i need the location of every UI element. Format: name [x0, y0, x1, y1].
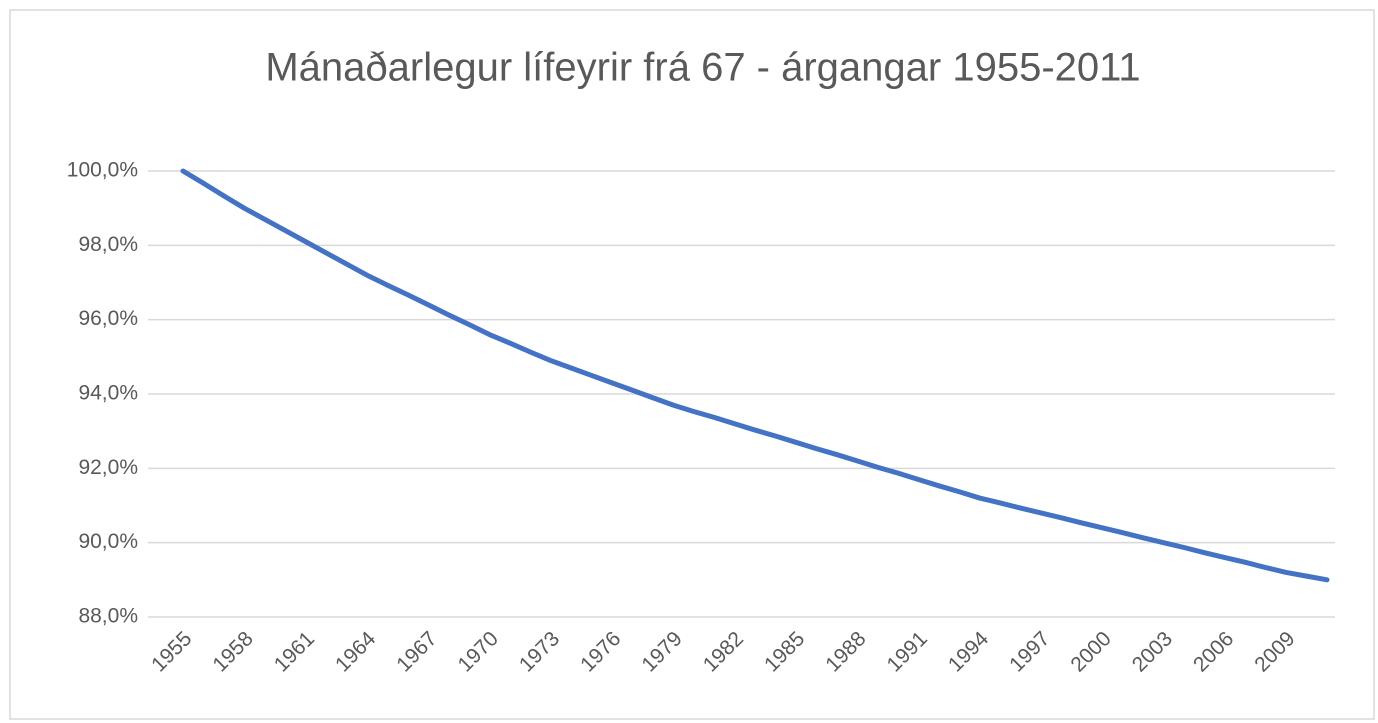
y-tick-label: 94,0%: [78, 382, 138, 405]
y-tick-label: 96,0%: [78, 307, 138, 330]
y-tick-label: 100,0%: [67, 159, 138, 182]
data-line: [180, 168, 1330, 583]
y-tick-label: 98,0%: [78, 233, 138, 256]
y-tick-label: 88,0%: [78, 605, 138, 628]
chart-title: Mánaðarlegur lífeyrir frá 67 - árgangar …: [265, 46, 1140, 90]
chart-frame: [9, 9, 1375, 720]
y-tick-label: 92,0%: [78, 456, 138, 479]
y-tick-label: 90,0%: [78, 530, 138, 553]
